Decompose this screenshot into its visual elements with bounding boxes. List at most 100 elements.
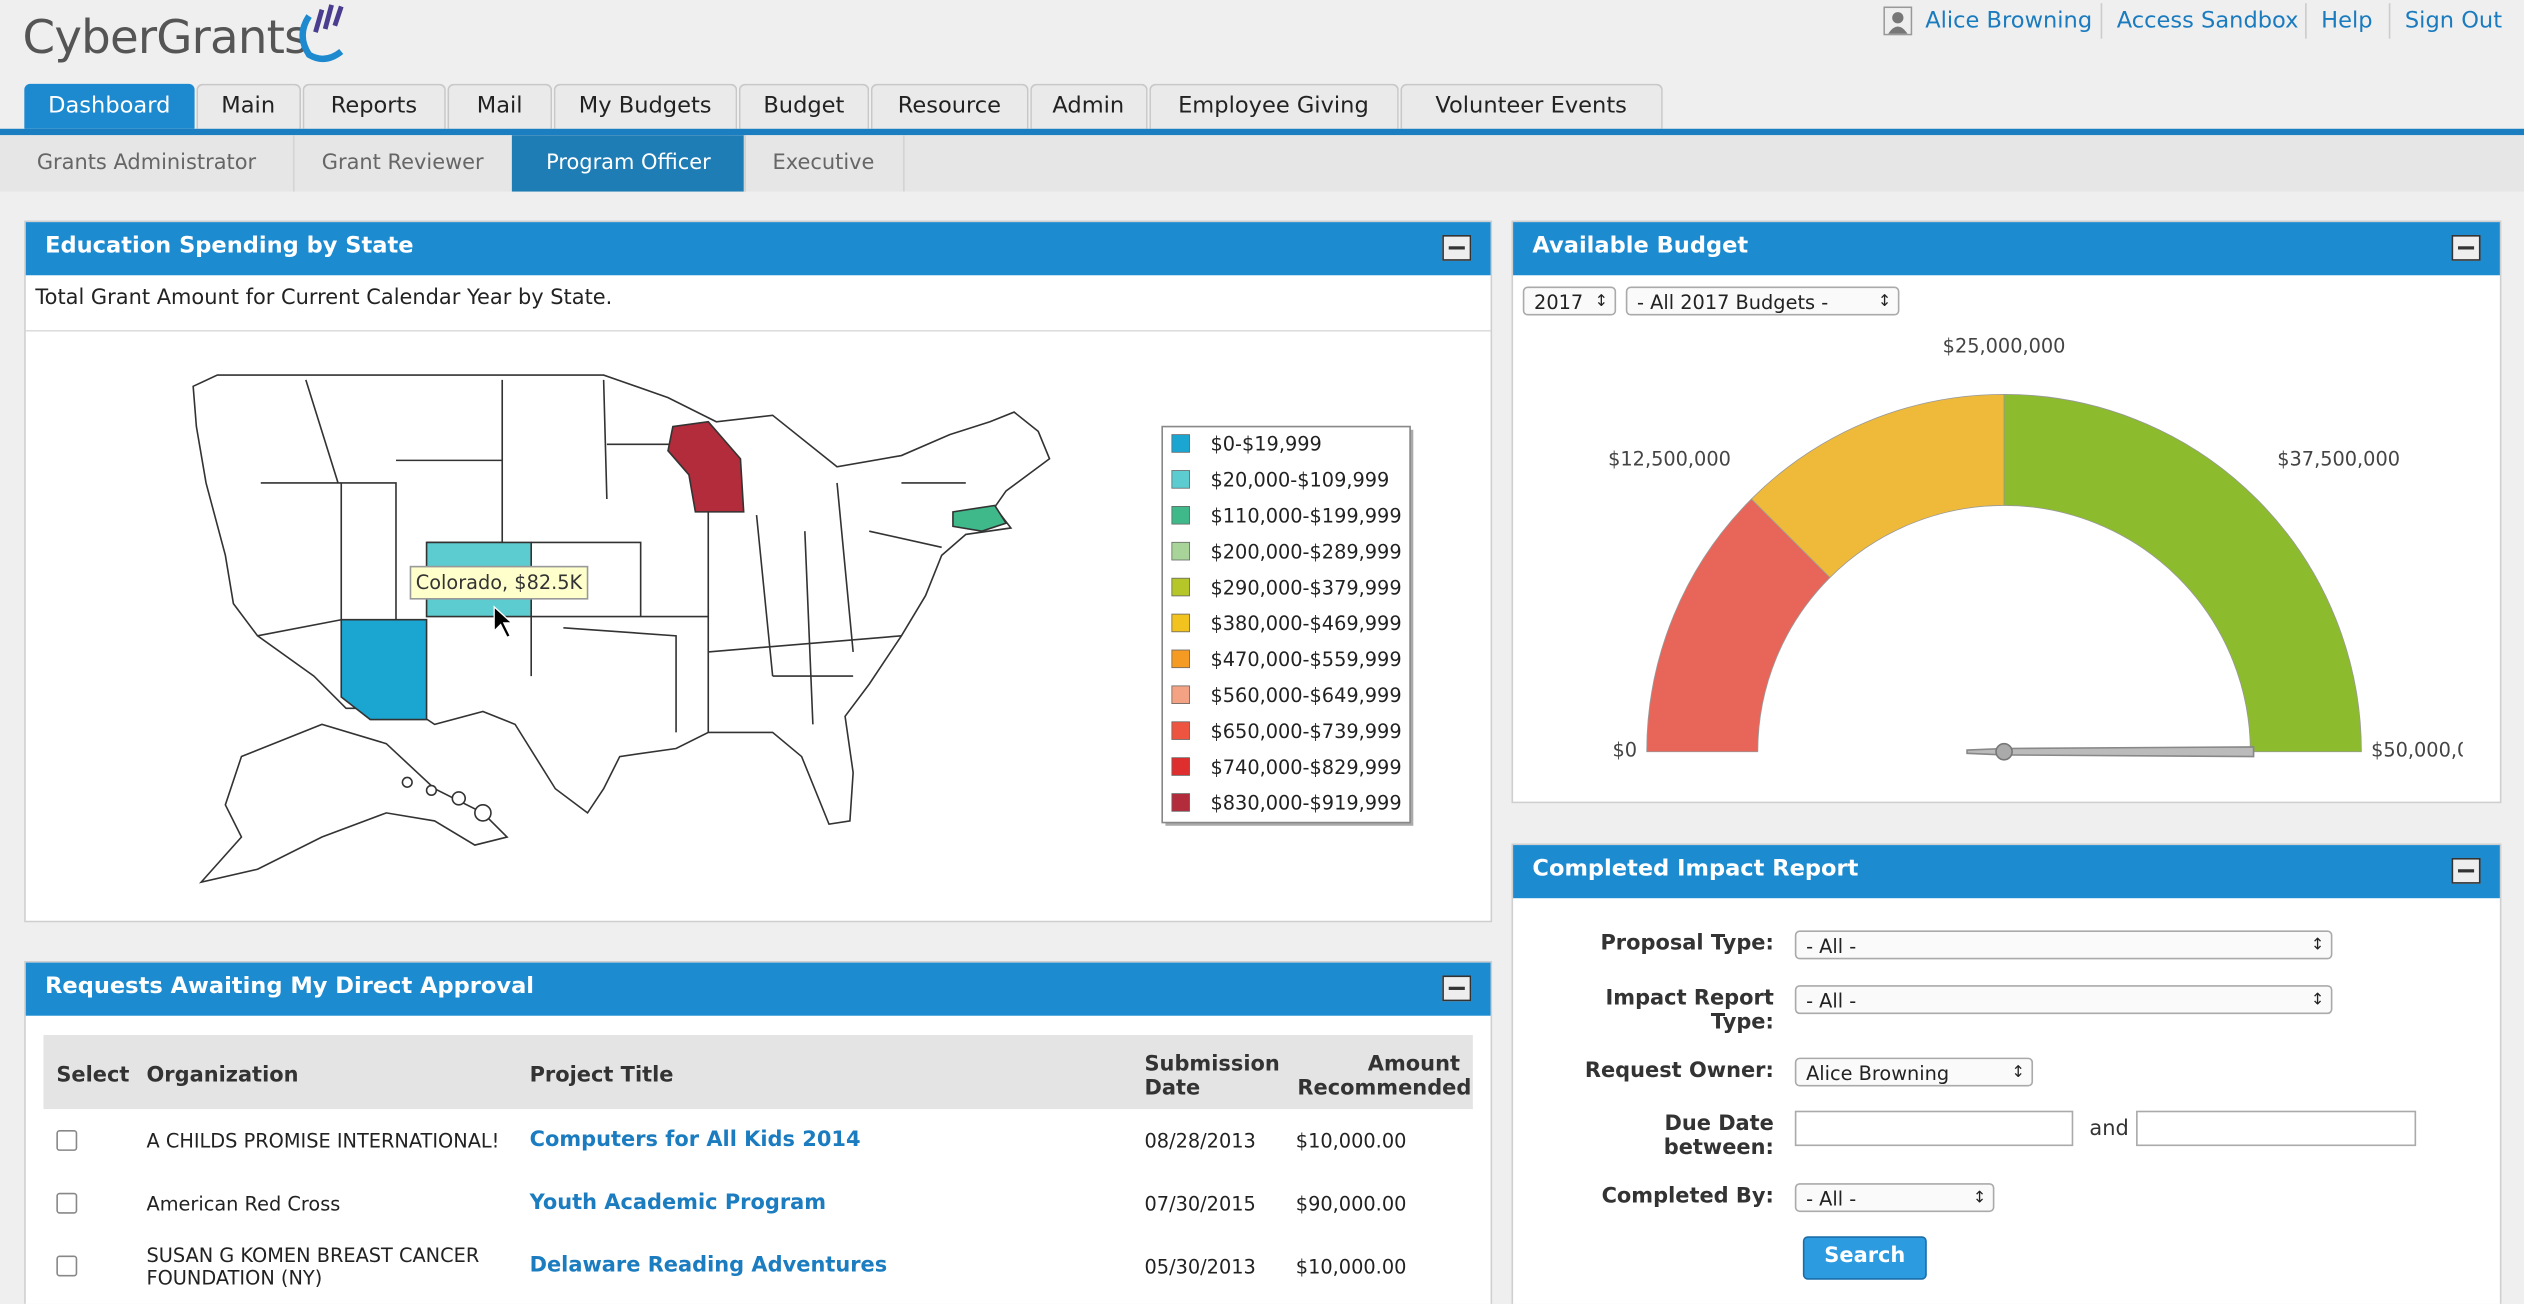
cell: $10,000.00 [1295,1255,1407,1279]
cell: American Red Cross [146,1192,341,1216]
needle-pivot [1995,742,2013,761]
minimize[interactable] [1442,235,1472,261]
gauge-label: $0 [1612,739,1637,762]
us-map [192,374,1051,884]
field-label: Due Date between: [1500,1112,1774,1160]
proposal-select[interactable]: - All - [1794,930,2333,961]
date-from[interactable] [1794,1110,2074,1147]
hawaii [425,784,438,796]
legend-swatch [1171,577,1190,597]
top-link[interactable]: Help [2321,8,2373,34]
legend-swatch [1171,541,1190,561]
legend-label: $830,000-$919,999 [1210,792,1401,815]
tab[interactable]: Budget [738,83,870,129]
cell: SUSAN G KOMEN BREAST CANCER FOUNDATION (… [146,1244,480,1290]
state-lines [257,379,966,733]
impact-panel: Completed Impact Report Proposal Type: -… [1511,843,2502,1304]
search-button[interactable]: Search [1802,1236,1927,1280]
legend-swatch [1171,613,1190,633]
label-text: Impact Report Type: [1605,986,1774,1036]
panel-title: Available Budget [1513,222,2500,276]
date-to[interactable] [2136,1110,2417,1147]
legend: $0-$19,999 $20,000-$109,999 $110,000-$199,… [1171,433,1402,815]
field-label: Impact Report Type: [1500,986,1774,1036]
gauge-band [2003,393,2362,753]
divider [25,329,1491,332]
legend-label: $0-$19,999 [1210,433,1321,456]
label-text: Due Date between: [1663,1112,1774,1161]
arizona [340,618,428,721]
cell: 08/28/2013 [1144,1130,1256,1153]
row-checkbox[interactable] [56,1130,78,1151]
legend-box [1161,425,1411,824]
legend-swatch [1171,721,1190,740]
tab[interactable]: Employee Giving [1148,83,1399,129]
hawaii [474,804,492,822]
user-link[interactable]: Alice Browning [1925,8,2093,34]
cell: 05/30/2013 [1144,1255,1256,1279]
tooltip: Colorado, $82.5K [416,571,584,594]
separator [2388,3,2391,39]
tab[interactable]: My Budgets [553,83,737,129]
tab[interactable]: Dashboard [24,83,195,129]
project-link[interactable]: Computers for All Kids 2014 [529,1128,861,1153]
tab-rule [0,128,2524,136]
report-type-select[interactable]: - All - [1794,985,2333,1016]
cell: $90,000.00 [1295,1192,1407,1216]
legend-label: $650,000-$739,999 [1210,720,1401,743]
project-link[interactable]: Delaware Reading Adventures [529,1253,888,1279]
field-label: Request Owner: [1584,1059,1774,1084]
minimize[interactable] [1442,975,1472,1002]
column-header: Select [56,1064,130,1089]
massachusetts [952,504,1008,533]
legend-swatch [1171,757,1190,776]
top-link[interactable]: Access Sandbox [2116,8,2299,34]
legend-swatch [1171,685,1190,704]
field-label: Proposal Type: [1600,932,1774,957]
legend-label: $290,000-$379,999 [1210,576,1401,599]
subtab-bar [0,135,2524,192]
row-checkbox[interactable] [56,1255,78,1277]
logo-icon [299,4,344,63]
tab[interactable]: Reports [301,83,446,129]
map-outline [192,374,1051,826]
tab[interactable]: Main [196,83,301,129]
top-link[interactable]: Sign Out [2404,8,2503,34]
row-checkbox[interactable] [56,1192,78,1214]
sub-tab[interactable]: Grants Administrator [0,135,295,192]
legend-label: $20,000-$109,999 [1210,469,1389,492]
gauge-label: $12,500,000 [1608,448,1731,471]
table-header [43,1035,1473,1110]
project-link[interactable]: Youth Academic Program [529,1191,827,1216]
tab[interactable]: Admin [1029,83,1148,129]
legend-label: $560,000-$649,999 [1210,684,1401,707]
tab[interactable]: Resource [870,83,1028,129]
legend-label: $380,000-$469,999 [1210,612,1401,635]
alaska [198,723,509,884]
panel-title: Requests Awaiting My Direct Approval [25,962,1491,1016]
cursor [493,605,514,639]
user-icon [1883,6,1913,36]
gauge-label: $25,000,000 [1943,335,2066,358]
sub-tab[interactable]: Program Officer [512,135,746,192]
hawaii [451,791,467,806]
logo[interactable]: CyberGrants [22,9,309,65]
gauge-label: $50,000,000 [2371,739,2494,762]
column-header: Organization [146,1064,299,1089]
requests-panel: Requests Awaiting My Direct Approval Sel… [24,960,1493,1304]
budget-select[interactable]: - All 2017 Budgets - [1625,286,1900,317]
tab[interactable]: Mail [447,83,552,129]
legend-swatch [1171,434,1190,453]
sub-tab[interactable]: Executive [744,135,905,192]
owner-select[interactable]: Alice Browning [1794,1057,2034,1088]
cell: A CHILDS PROMISE INTERNATIONAL! [146,1130,500,1153]
legend-swatch [1171,793,1190,812]
minimize[interactable] [2451,235,2481,261]
completed-select[interactable]: - All - [1794,1183,1995,1214]
legend-label: $470,000-$559,999 [1210,648,1401,671]
minimize[interactable] [2451,857,2481,884]
tab[interactable]: Volunteer Events [1399,83,1663,129]
gauge: $0 $12,500,000 $25,000,000 $37,500,000 $50,0… [1608,335,2494,762]
year-select[interactable]: 2017 [1522,286,1617,317]
wisconsin [667,420,745,513]
